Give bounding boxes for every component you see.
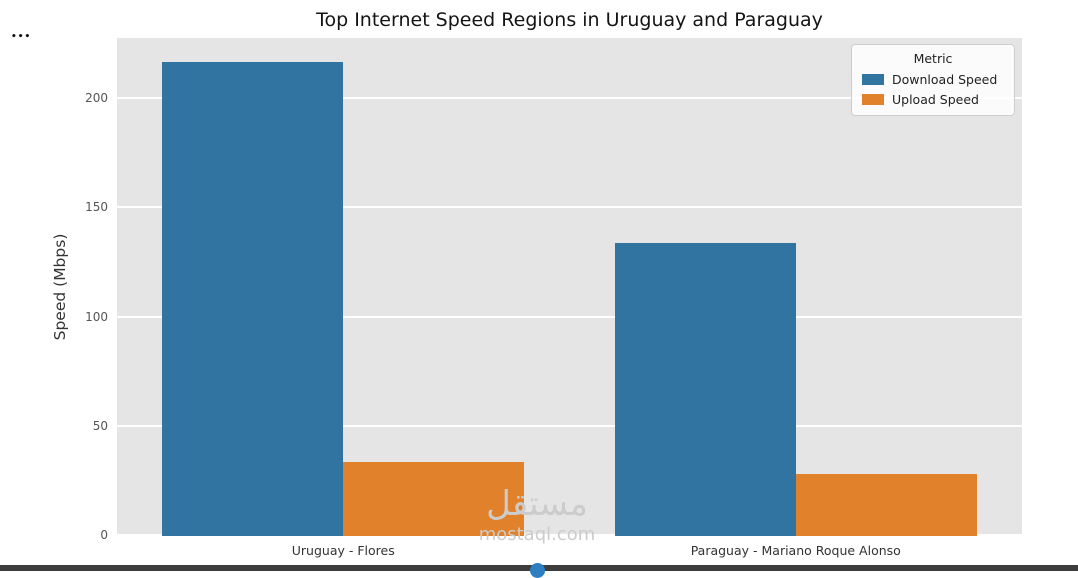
y-axis-label: Speed (Mbps) bbox=[51, 233, 69, 341]
gridline bbox=[117, 534, 1022, 536]
legend-label-download-speed: Download Speed bbox=[892, 72, 998, 87]
legend-item-upload-speed: Upload Speed bbox=[862, 92, 1004, 107]
y-tick-label: 50 bbox=[92, 418, 108, 433]
more-options-icon[interactable]: ••• bbox=[11, 32, 32, 42]
gridline bbox=[117, 315, 1022, 318]
x-tick-label: Uruguay - Flores bbox=[291, 543, 395, 558]
gridline bbox=[117, 424, 1022, 427]
bar-download-speed bbox=[162, 62, 344, 536]
bar-upload-speed bbox=[795, 473, 977, 536]
x-tick-label: Paraguay - Mariano Roque Alonso bbox=[690, 543, 901, 558]
plot-area bbox=[117, 38, 1022, 536]
gridline bbox=[117, 206, 1022, 209]
y-tick-label: 100 bbox=[85, 309, 108, 324]
legend-label-upload-speed: Upload Speed bbox=[892, 92, 979, 107]
y-tick-label: 0 bbox=[100, 528, 108, 542]
bar-upload-speed bbox=[343, 461, 525, 536]
upload-speed-swatch bbox=[862, 94, 884, 105]
y-tick-label: 200 bbox=[85, 91, 108, 106]
chart-title: Top Internet Speed Regions in Uruguay an… bbox=[316, 9, 823, 31]
y-tick-label: 150 bbox=[85, 200, 108, 215]
legend-title: Metric bbox=[913, 51, 953, 66]
gridline bbox=[117, 97, 1022, 100]
bar-download-speed bbox=[614, 243, 796, 536]
legend: Metric Download Speed Upload Speed bbox=[851, 44, 1015, 116]
legend-item-download-speed: Download Speed bbox=[862, 72, 1004, 87]
download-speed-swatch bbox=[862, 74, 884, 85]
